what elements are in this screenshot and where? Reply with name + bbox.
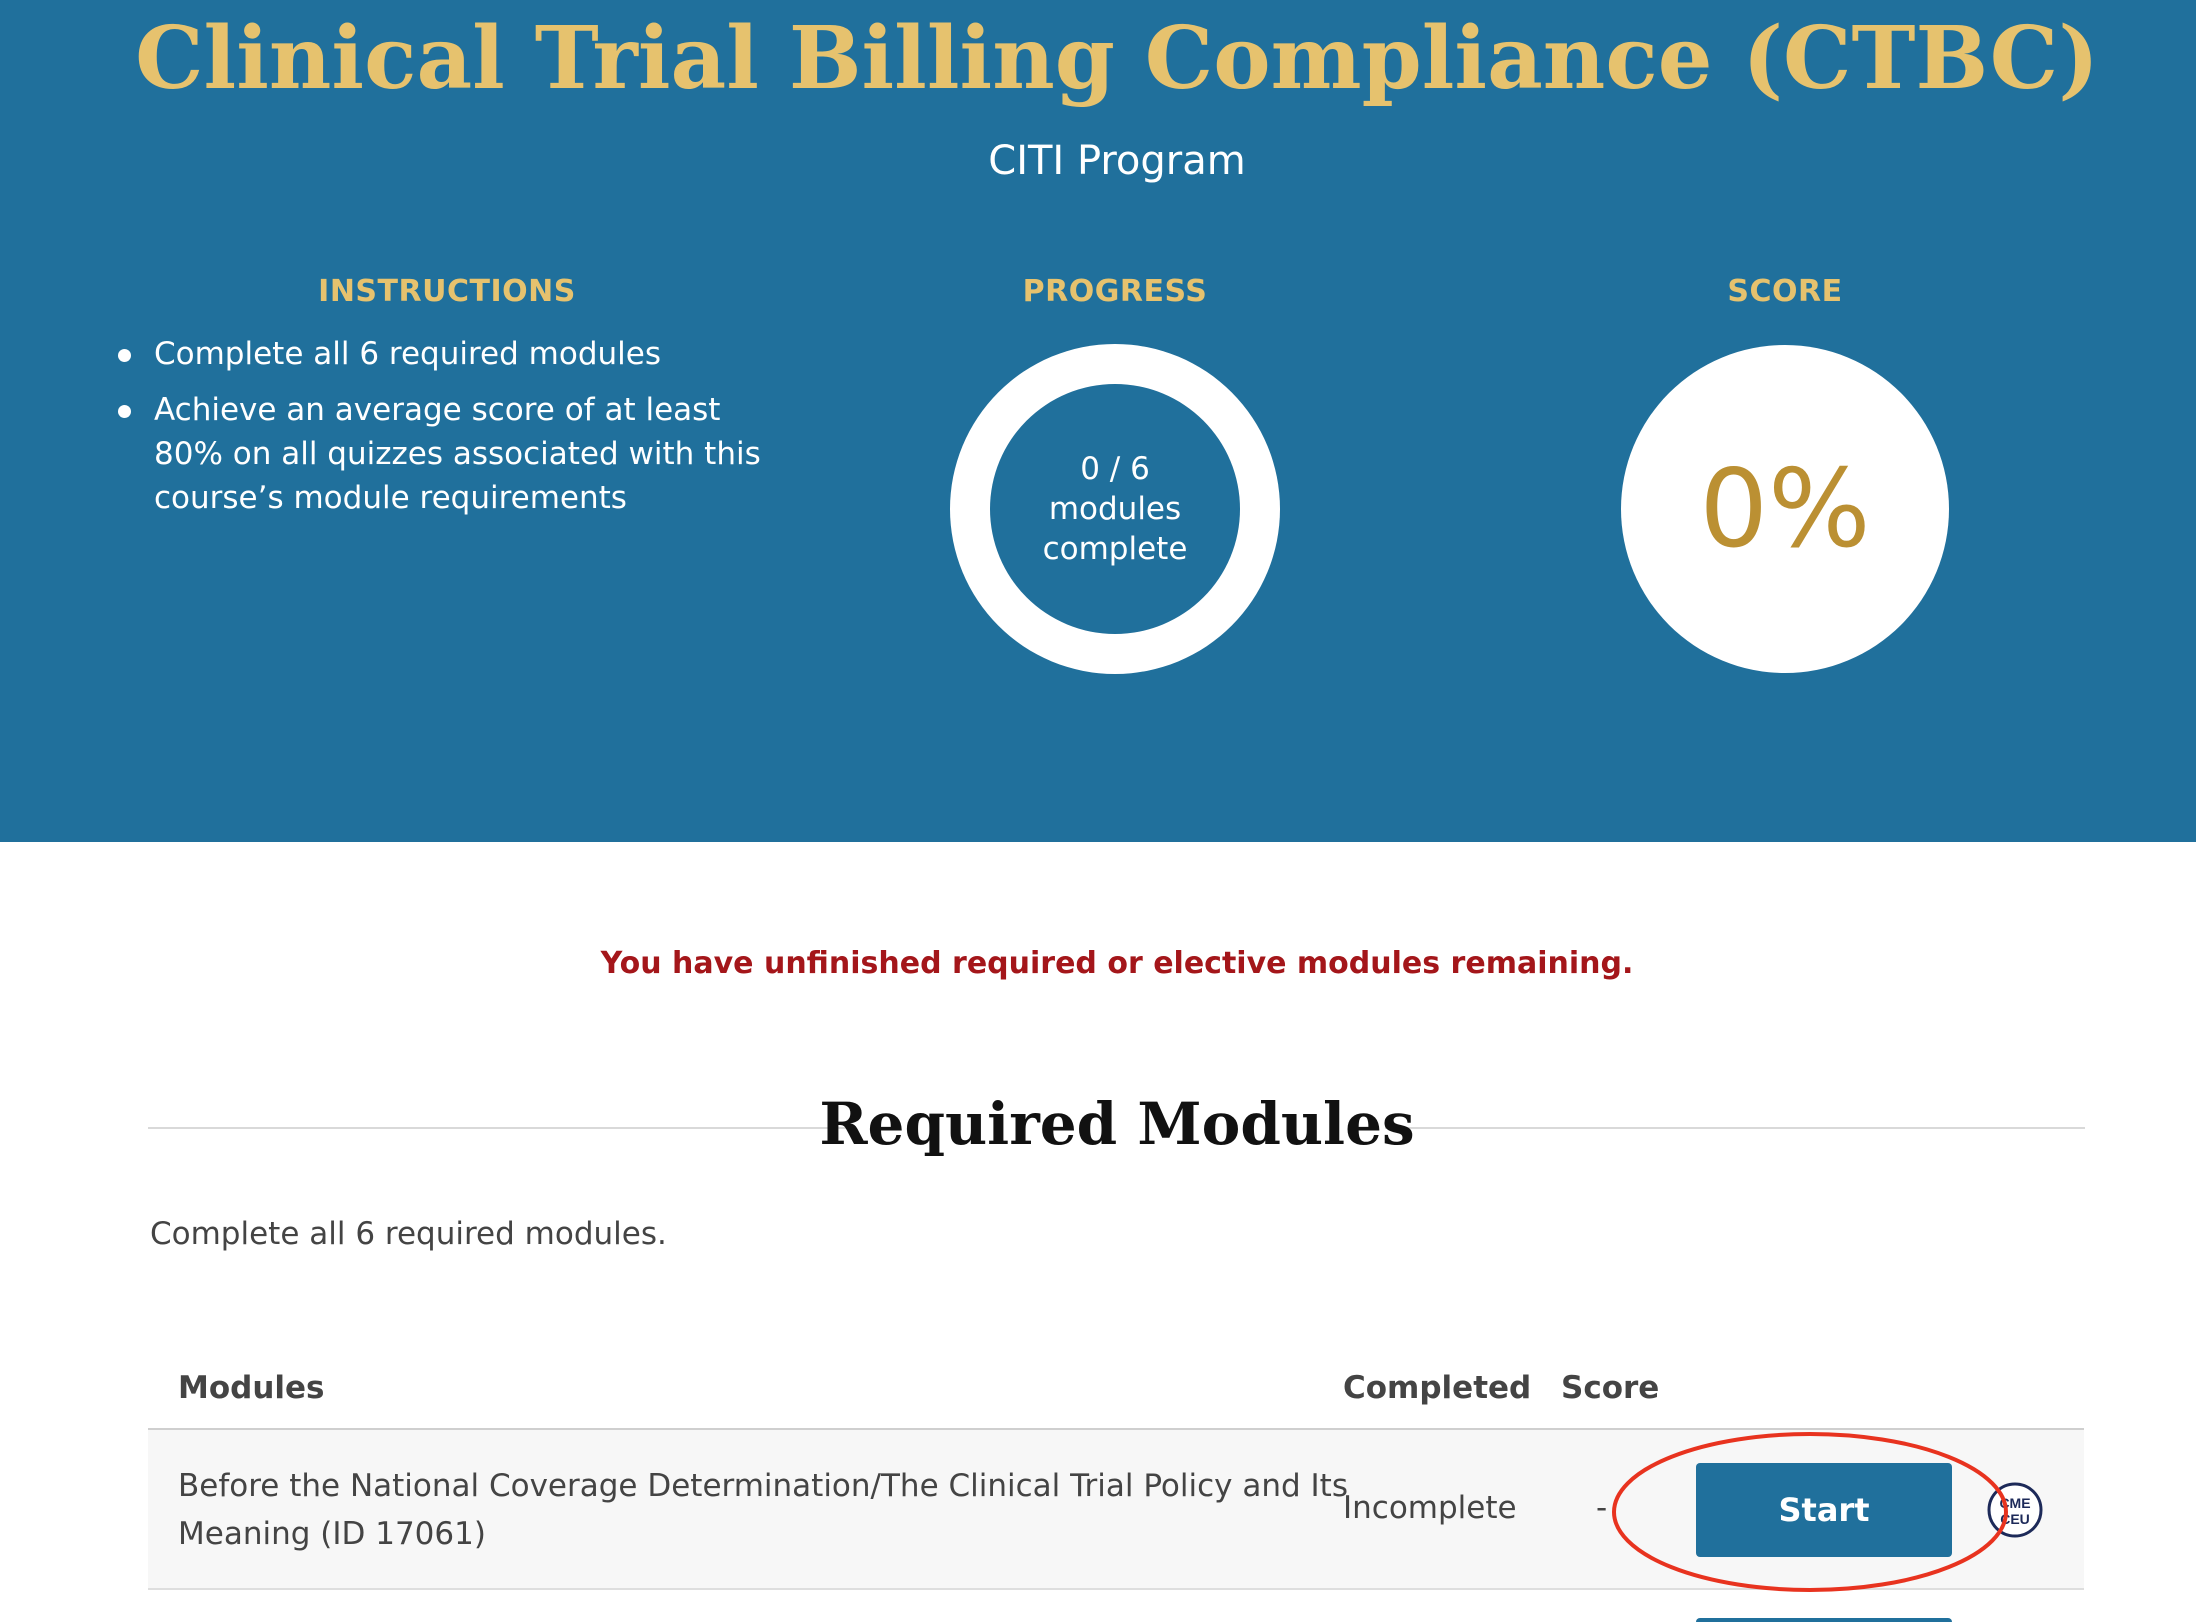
column-header-completed: Completed: [1343, 1370, 1532, 1406]
course-provider: CITI Program: [988, 138, 1246, 184]
module-completed-status: Incomplete: [1343, 1490, 1517, 1526]
progress-label-modules: modules: [1048, 491, 1182, 527]
column-header-modules: Modules: [178, 1370, 325, 1406]
course-title: Clinical Trial Billing Compliance (CTBC): [135, 8, 2099, 109]
table-header-divider: [148, 1428, 2084, 1430]
section-divider-left: [148, 1127, 848, 1129]
score-value: 0%: [1699, 446, 1871, 572]
score-circle: 0%: [1621, 345, 1949, 673]
progress-heading: PROGRESS: [1022, 274, 1208, 309]
progress-ring-center: 0 / 6 modules complete: [990, 384, 1240, 634]
unfinished-modules-warning: You have unfinished required or elective…: [600, 946, 1634, 981]
progress-label-complete: complete: [1042, 531, 1188, 567]
progress-ring: 0 / 6 modules complete: [950, 344, 1280, 674]
instruction-item: Complete all 6 required modules: [112, 332, 772, 376]
module-score: -: [1596, 1490, 1608, 1526]
instructions-heading: INSTRUCTIONS: [318, 274, 576, 309]
score-heading: SCORE: [1727, 274, 1843, 309]
instructions-list: Complete all 6 required modules Achieve …: [112, 332, 772, 532]
course-header: Clinical Trial Billing Compliance (CTBC)…: [0, 0, 2196, 842]
highlight-annotation-oval: [1612, 1432, 2008, 1592]
section-divider-right: [1385, 1127, 2085, 1129]
next-row-button-edge: [1696, 1618, 1952, 1622]
module-name: Before the National Coverage Determinati…: [178, 1468, 1348, 1552]
instruction-item: Achieve an average score of at least 80%…: [112, 388, 772, 520]
start-module-button[interactable]: Start: [1696, 1463, 1952, 1557]
progress-count: 0 / 6: [1080, 451, 1150, 487]
required-modules-title: Required Modules: [819, 1090, 1415, 1158]
required-modules-description: Complete all 6 required modules.: [150, 1216, 667, 1252]
column-header-score: Score: [1561, 1370, 1660, 1406]
